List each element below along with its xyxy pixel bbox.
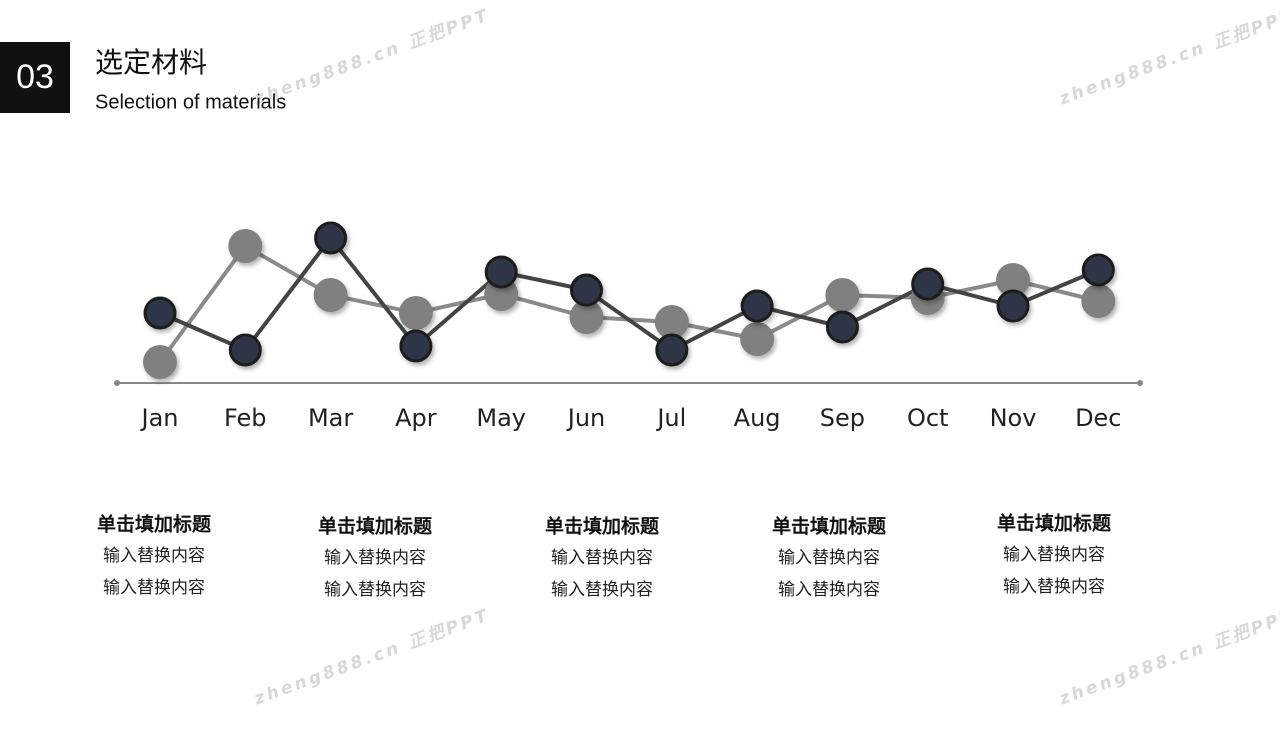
number-box (0, 42, 70, 113)
x-tick-label: May (476, 404, 526, 432)
text-blocks: 单击填加标题输入替换内容输入替换内容单击填加标题输入替换内容输入替换内容单击填加… (97, 512, 1111, 601)
data-point (569, 300, 604, 334)
data-point (143, 345, 177, 379)
x-tick-label: Apr (395, 404, 437, 432)
x-tick-label: Oct (907, 404, 949, 432)
x-tick-label: Jun (566, 404, 606, 432)
block-line: 输入替换内容 (551, 580, 653, 600)
data-point (228, 229, 263, 263)
block-title: 单击填加标题 (997, 512, 1111, 535)
x-tick-label: Jul (655, 404, 686, 432)
block-line: 输入替换内容 (1003, 577, 1105, 597)
data-point (313, 278, 348, 312)
data-point (570, 273, 603, 307)
block-title: 单击填加标题 (772, 515, 886, 538)
data-point (825, 310, 859, 344)
data-point (314, 221, 348, 255)
data-point (825, 278, 860, 312)
watermark: zheng888.cn 正把PPT (251, 5, 493, 109)
watermark: zheng888.cn 正把PPT (1056, 605, 1280, 709)
data-point (1081, 253, 1115, 287)
data-point (1081, 284, 1116, 318)
block-line: 输入替换内容 (551, 548, 653, 568)
data-point (740, 322, 775, 356)
x-tick-label: Aug (734, 404, 781, 432)
block-line: 输入替换内容 (1003, 545, 1105, 565)
block-line: 输入替换内容 (778, 548, 880, 568)
block-line: 输入替换内容 (778, 580, 880, 600)
data-point (398, 296, 433, 330)
axis-end (1137, 380, 1143, 386)
block-line: 输入替换内容 (324, 580, 426, 600)
block-title: 单击填加标题 (545, 515, 659, 538)
data-point (740, 289, 774, 323)
x-tick-label: Jan (140, 404, 179, 432)
section-number: 03 (16, 58, 54, 96)
data-point (996, 263, 1030, 297)
block-title: 单击填加标题 (97, 513, 211, 536)
block-title: 单击填加标题 (318, 515, 432, 538)
data-point (911, 267, 945, 301)
data-point (654, 305, 689, 339)
data-point (399, 329, 433, 363)
data-point (484, 255, 518, 289)
axis-end (114, 380, 120, 386)
series-line (159, 234, 1100, 353)
x-tick-label: Feb (224, 404, 267, 432)
data-point (655, 333, 689, 367)
x-tick-label: Dec (1075, 404, 1121, 432)
plot: Jan Feb Mar Apr May Jun Jul Aug Sep Oct Nov Dec (140, 221, 1122, 432)
watermark: zheng888.cn 正把PPT (251, 605, 493, 709)
series-line (158, 243, 1099, 364)
data-point (228, 333, 262, 367)
slide-subtitle: Selection of materials (95, 91, 286, 113)
data-point (996, 289, 1030, 323)
watermark: zheng888.cn 正把PPT (1056, 5, 1280, 109)
block-line: 输入替换内容 (103, 546, 205, 566)
data-point (143, 296, 177, 330)
x-tick-label: Mar (308, 404, 353, 432)
x-tick-label: Sep (820, 404, 865, 432)
block-line: 输入替换内容 (103, 578, 205, 598)
slide-title: 选定材料 (95, 46, 207, 79)
x-tick-label: Nov (990, 404, 1037, 432)
block-line: 输入替换内容 (324, 548, 426, 568)
